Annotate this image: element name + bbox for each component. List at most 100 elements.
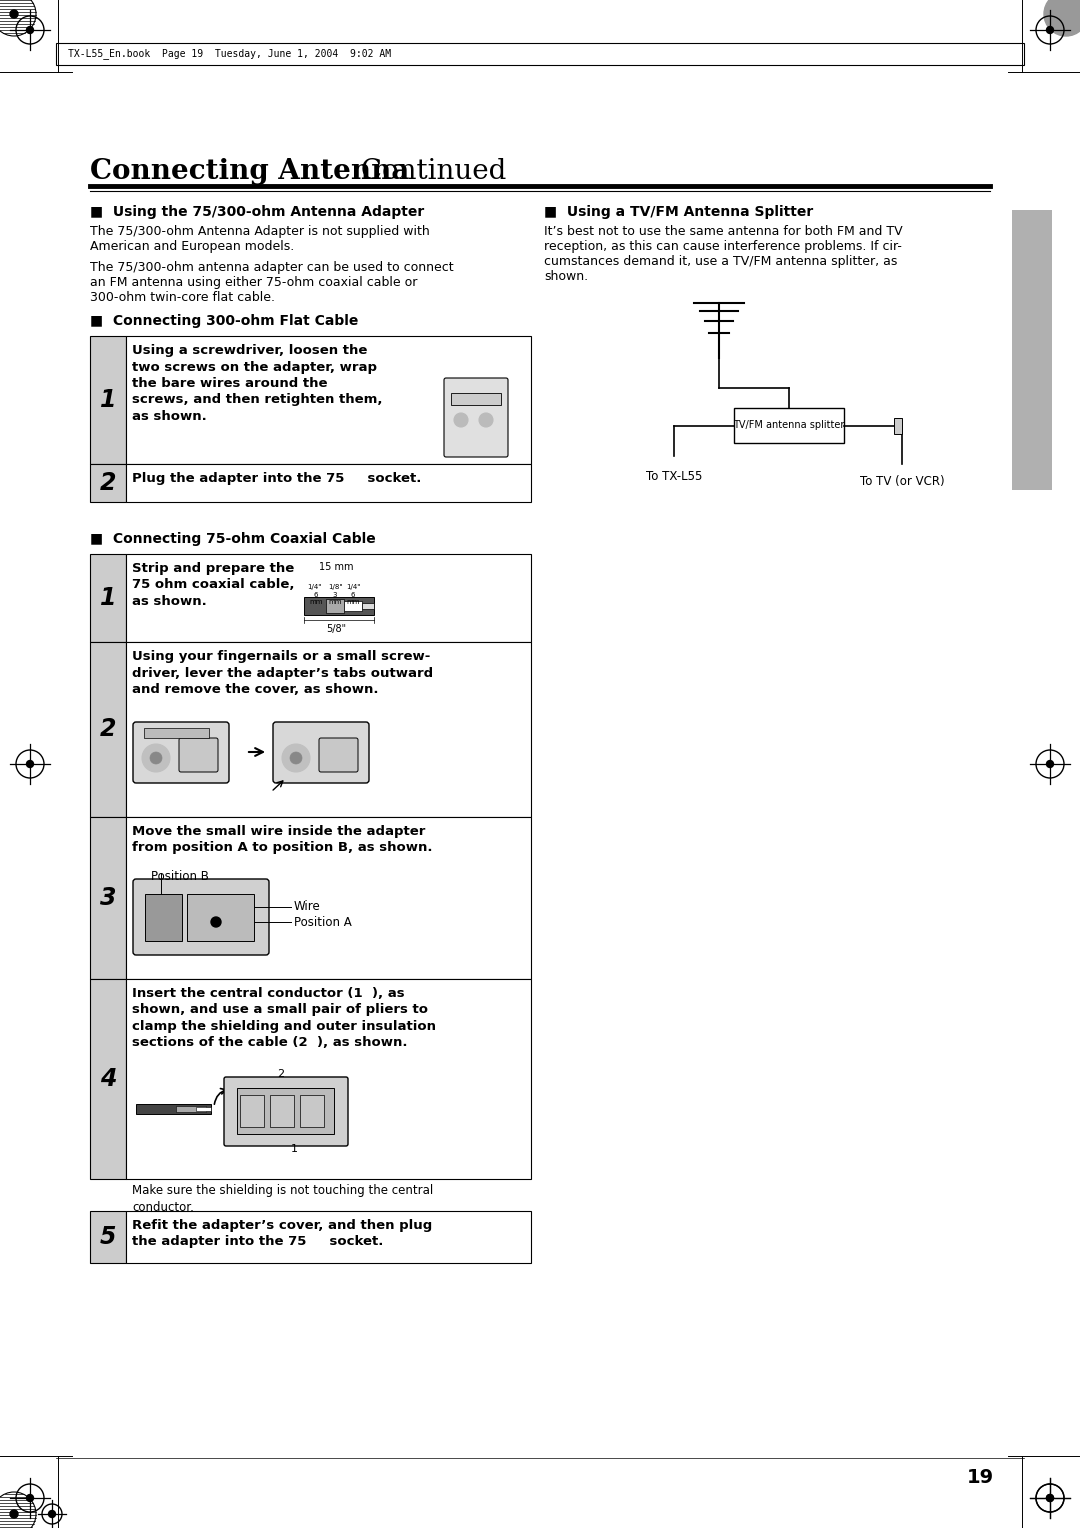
Text: 6
mm: 6 mm <box>309 591 323 605</box>
Text: Using your fingernails or a small screw-
driver, lever the adapter’s tabs outwar: Using your fingernails or a small screw-… <box>132 649 433 695</box>
Text: 5/8": 5/8" <box>326 623 346 634</box>
Text: Refit the adapter’s cover, and then plug
the adapter into the 75     socket.: Refit the adapter’s cover, and then plug… <box>132 1219 432 1248</box>
FancyBboxPatch shape <box>326 599 345 613</box>
Text: 1: 1 <box>99 587 117 610</box>
Text: TX-L55_En.book  Page 19  Tuesday, June 1, 2004  9:02 AM: TX-L55_En.book Page 19 Tuesday, June 1, … <box>68 47 391 60</box>
Text: 2: 2 <box>278 1070 284 1079</box>
Text: ■  Using a TV/FM Antenna Splitter: ■ Using a TV/FM Antenna Splitter <box>544 205 813 219</box>
FancyBboxPatch shape <box>90 465 126 503</box>
Text: The 75/300-ohm antenna adapter can be used to connect: The 75/300-ohm antenna adapter can be us… <box>90 261 454 274</box>
FancyBboxPatch shape <box>126 555 531 642</box>
Circle shape <box>10 1510 18 1517</box>
Circle shape <box>27 26 33 34</box>
Text: Insert the central conductor (1  ), as
shown, and use a small pair of pliers to
: Insert the central conductor (1 ), as sh… <box>132 987 436 1050</box>
Text: 3
mm: 3 mm <box>328 591 341 605</box>
Text: 19: 19 <box>967 1468 994 1487</box>
FancyBboxPatch shape <box>894 417 902 434</box>
Text: Wire: Wire <box>294 900 321 914</box>
FancyBboxPatch shape <box>362 604 374 610</box>
FancyBboxPatch shape <box>270 1096 294 1128</box>
FancyBboxPatch shape <box>133 723 229 782</box>
Text: 6
mm: 6 mm <box>347 591 360 605</box>
Text: 1/8": 1/8" <box>327 584 342 590</box>
Text: Strip and prepare the
75 ohm coaxial cable,
as shown.: Strip and prepare the 75 ohm coaxial cab… <box>132 562 295 608</box>
FancyBboxPatch shape <box>126 336 531 465</box>
FancyBboxPatch shape <box>90 336 126 465</box>
FancyBboxPatch shape <box>90 817 126 979</box>
FancyBboxPatch shape <box>176 1106 206 1112</box>
Text: an FM antenna using either 75-ohm coaxial cable or: an FM antenna using either 75-ohm coaxia… <box>90 277 417 289</box>
Text: Using a screwdriver, loosen the
two screws on the adapter, wrap
the bare wires a: Using a screwdriver, loosen the two scre… <box>132 344 382 423</box>
FancyBboxPatch shape <box>179 738 218 772</box>
Text: ■  Connecting 75-ohm Coaxial Cable: ■ Connecting 75-ohm Coaxial Cable <box>90 532 376 545</box>
Circle shape <box>10 11 18 18</box>
Circle shape <box>480 413 492 426</box>
FancyBboxPatch shape <box>300 1096 324 1128</box>
Text: ■  Using the 75/300-ohm Antenna Adapter: ■ Using the 75/300-ohm Antenna Adapter <box>90 205 424 219</box>
Text: TV/FM antenna splitter: TV/FM antenna splitter <box>733 420 845 431</box>
Text: 15 mm: 15 mm <box>319 562 353 571</box>
FancyBboxPatch shape <box>734 408 843 443</box>
FancyBboxPatch shape <box>240 1096 264 1128</box>
Circle shape <box>1047 1494 1053 1502</box>
Text: To TV (or VCR): To TV (or VCR) <box>860 475 944 489</box>
Circle shape <box>1047 26 1053 34</box>
Text: It’s best not to use the same antenna for both FM and TV: It’s best not to use the same antenna fo… <box>544 225 903 238</box>
Text: reception, as this can cause interference problems. If cir-: reception, as this can cause interferenc… <box>544 240 902 254</box>
Text: 1/4": 1/4" <box>307 584 321 590</box>
FancyBboxPatch shape <box>224 1077 348 1146</box>
Text: cumstances demand it, use a TV/FM antenna splitter, as: cumstances demand it, use a TV/FM antenn… <box>544 255 897 267</box>
Text: Make sure the shielding is not touching the central
conductor.: Make sure the shielding is not touching … <box>132 1184 433 1215</box>
Text: 4: 4 <box>99 1067 117 1091</box>
FancyBboxPatch shape <box>319 738 357 772</box>
FancyBboxPatch shape <box>187 894 254 941</box>
Text: 1: 1 <box>291 1144 297 1154</box>
Text: 2: 2 <box>99 471 117 495</box>
FancyBboxPatch shape <box>273 723 369 782</box>
FancyBboxPatch shape <box>126 817 531 979</box>
Circle shape <box>141 744 170 772</box>
Circle shape <box>454 413 468 426</box>
Text: shown.: shown. <box>544 270 589 283</box>
FancyBboxPatch shape <box>126 1212 531 1264</box>
FancyBboxPatch shape <box>444 377 508 457</box>
Text: 2: 2 <box>99 718 117 741</box>
FancyBboxPatch shape <box>90 1212 126 1264</box>
Circle shape <box>150 752 162 764</box>
FancyBboxPatch shape <box>144 727 210 738</box>
Circle shape <box>1047 1494 1053 1502</box>
FancyBboxPatch shape <box>1012 209 1052 490</box>
Text: 3: 3 <box>99 886 117 911</box>
Text: 5: 5 <box>99 1225 117 1248</box>
Circle shape <box>49 1511 55 1517</box>
FancyBboxPatch shape <box>90 555 126 642</box>
FancyBboxPatch shape <box>90 979 126 1180</box>
FancyBboxPatch shape <box>133 879 269 955</box>
FancyBboxPatch shape <box>126 465 531 503</box>
Circle shape <box>211 917 221 927</box>
Text: 300-ohm twin-core flat cable.: 300-ohm twin-core flat cable. <box>90 290 275 304</box>
Text: 1: 1 <box>99 388 117 413</box>
FancyBboxPatch shape <box>145 894 183 941</box>
Text: Move the small wire inside the adapter
from position A to position B, as shown.: Move the small wire inside the adapter f… <box>132 825 432 854</box>
Circle shape <box>27 1494 33 1502</box>
Circle shape <box>1047 761 1053 767</box>
FancyBboxPatch shape <box>126 642 531 817</box>
Text: Continued: Continued <box>352 157 507 185</box>
FancyBboxPatch shape <box>303 597 374 614</box>
Circle shape <box>1044 0 1080 37</box>
Text: Position B: Position B <box>151 869 208 883</box>
Text: Plug the adapter into the 75     socket.: Plug the adapter into the 75 socket. <box>132 472 421 484</box>
Text: To TX-L55: To TX-L55 <box>646 471 702 483</box>
FancyBboxPatch shape <box>195 1106 211 1111</box>
Text: The 75/300-ohm Antenna Adapter is not supplied with: The 75/300-ohm Antenna Adapter is not su… <box>90 225 430 238</box>
FancyBboxPatch shape <box>345 601 362 611</box>
FancyBboxPatch shape <box>90 642 126 817</box>
Text: ■  Connecting 300-ohm Flat Cable: ■ Connecting 300-ohm Flat Cable <box>90 313 359 329</box>
Circle shape <box>282 744 310 772</box>
FancyBboxPatch shape <box>136 1105 211 1114</box>
Text: American and European models.: American and European models. <box>90 240 294 254</box>
FancyBboxPatch shape <box>451 393 501 405</box>
FancyBboxPatch shape <box>126 979 531 1180</box>
Text: 1/4": 1/4" <box>346 584 361 590</box>
